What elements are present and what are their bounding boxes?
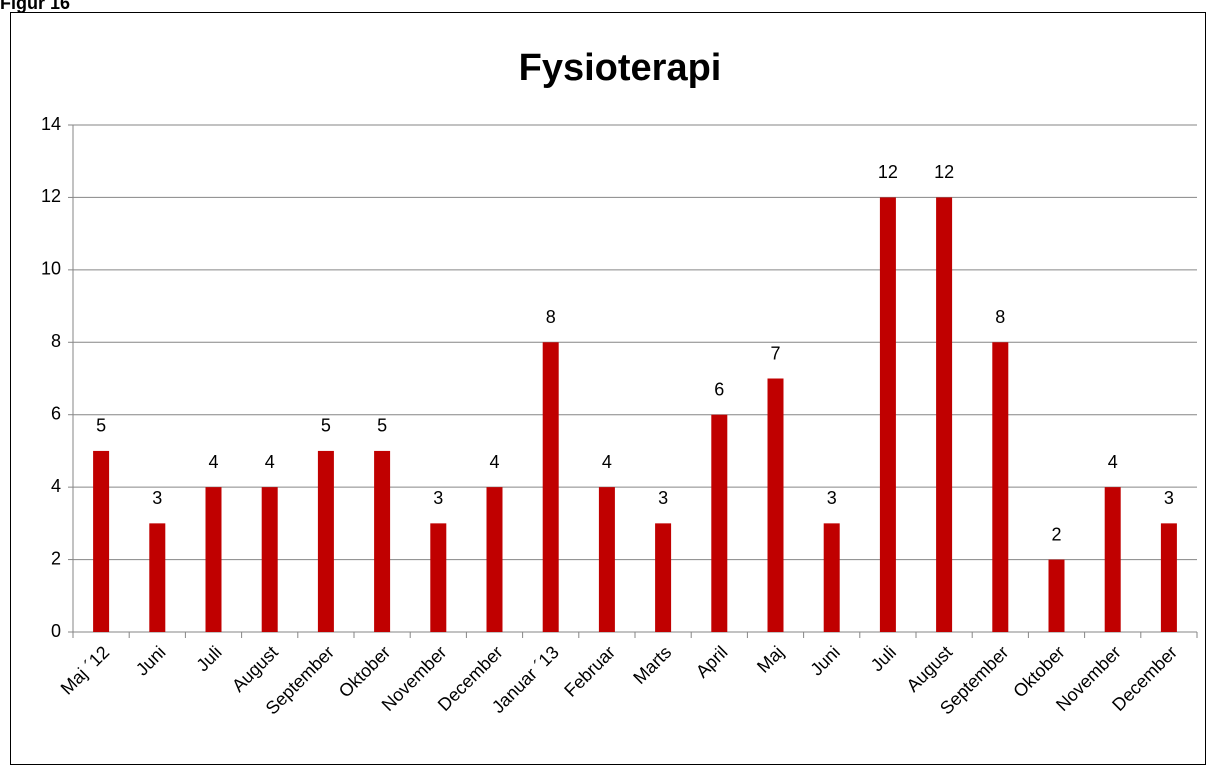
- bar: [823, 523, 840, 632]
- y-tick-label: 4: [51, 476, 61, 496]
- data-label: 8: [546, 307, 556, 327]
- data-label: 5: [321, 416, 331, 436]
- bar: [711, 414, 728, 632]
- y-tick-label: 10: [41, 259, 61, 279]
- y-tick-label: 8: [51, 331, 61, 351]
- bar: [1160, 523, 1177, 632]
- bar: [992, 342, 1009, 632]
- data-label: 3: [658, 488, 668, 508]
- data-label: 5: [96, 416, 106, 436]
- bar: [149, 523, 166, 632]
- data-label: 4: [265, 452, 275, 472]
- bar: [1048, 559, 1065, 632]
- y-tick-label: 6: [51, 403, 61, 423]
- x-tick-label: Marts: [629, 642, 675, 688]
- data-label: 8: [995, 307, 1005, 327]
- data-label: 12: [878, 162, 898, 182]
- bar: [936, 197, 953, 632]
- x-tick-label: August: [228, 642, 282, 696]
- data-label: 6: [714, 379, 724, 399]
- bar: [767, 378, 784, 632]
- x-tick-label: April: [692, 642, 732, 682]
- bar: [205, 487, 222, 632]
- y-tick-label: 0: [51, 621, 61, 641]
- chart-border: [10, 12, 1206, 765]
- data-label: 3: [433, 488, 443, 508]
- y-tick-label: 2: [51, 548, 61, 568]
- bar: [430, 523, 447, 632]
- data-label: 4: [1108, 452, 1118, 472]
- data-label: 2: [1051, 524, 1061, 544]
- data-label: 3: [827, 488, 837, 508]
- x-tick-label: Juni: [132, 642, 169, 679]
- x-tick-label: August: [903, 642, 957, 696]
- data-label: 3: [152, 488, 162, 508]
- bar: [374, 450, 391, 632]
- data-label: 12: [934, 162, 954, 182]
- bar: [542, 342, 559, 632]
- bar: [598, 487, 615, 632]
- x-tick-label: Juni: [806, 642, 843, 679]
- y-tick-label: 12: [41, 186, 61, 206]
- chart-title: Fysioterapi: [519, 47, 722, 89]
- data-label: 4: [489, 452, 499, 472]
- bar: [317, 450, 334, 632]
- data-label: 7: [770, 343, 780, 363]
- data-label: 5: [377, 416, 387, 436]
- y-tick-label: 14: [41, 114, 61, 134]
- x-tick-label: Maj: [753, 642, 788, 677]
- x-tick-label: Juli: [192, 642, 225, 675]
- data-label: 4: [208, 452, 218, 472]
- bar: [1104, 487, 1121, 632]
- x-tick-label: Februar: [560, 642, 619, 701]
- bar: [655, 523, 672, 632]
- bar: [261, 487, 278, 632]
- x-tick-label: Maj ´12: [57, 642, 114, 699]
- figure-label: Figur 16: [0, 0, 70, 13]
- data-label: 3: [1164, 488, 1174, 508]
- data-label: 4: [602, 452, 612, 472]
- bar: [93, 450, 110, 632]
- bar: [486, 487, 503, 632]
- bar: [879, 197, 896, 632]
- x-tick-label: Juli: [867, 642, 900, 675]
